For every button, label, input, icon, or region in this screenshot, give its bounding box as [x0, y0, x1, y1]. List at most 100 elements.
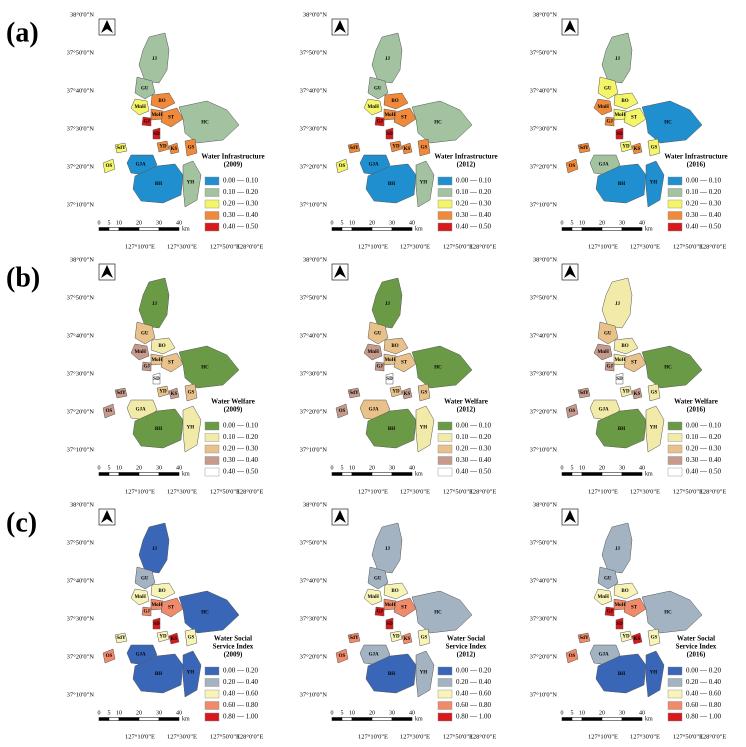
scale-segment: [98, 717, 110, 721]
legend-swatch: [437, 678, 453, 687]
legend-label: 0.00 — 0.10: [686, 422, 722, 430]
scale-label: 30: [619, 465, 625, 471]
region-label: OS: [339, 654, 346, 659]
lat-label: 37°10'0"N: [67, 446, 95, 453]
scale-segment: [331, 717, 343, 721]
region: [623, 107, 647, 128]
scale-unit: km: [182, 716, 190, 722]
region: [597, 321, 619, 345]
map-panel: 38°0'0"N 37°50'0"N 37°40'0"N 37°30'0"N 37°20…: [530, 501, 727, 740]
north-arrow: [101, 265, 113, 278]
legend-label: 0.80 — 1.00: [686, 713, 722, 721]
legend-label: 0.00 — 0.10: [223, 177, 259, 185]
scale-label: 20: [136, 710, 142, 716]
region: [631, 142, 643, 155]
scale-unit: km: [415, 716, 423, 722]
region-label: YH: [650, 426, 658, 431]
region-label: YH: [420, 181, 428, 186]
north-arrow: [101, 20, 113, 33]
region-label: BH: [155, 182, 162, 187]
region: [417, 383, 431, 402]
legend-swatch: [667, 467, 683, 477]
region-label: GS: [188, 390, 195, 395]
legend-label: 0.80 — 1.00: [223, 713, 259, 721]
legend-swatch: [437, 211, 453, 220]
region: [417, 138, 431, 157]
scale-label: 10: [579, 710, 585, 716]
region: [623, 597, 647, 618]
legend-label: 0.40 — 0.60: [456, 690, 492, 698]
region-label: YH: [650, 671, 658, 676]
legend-label: 0.00 — 0.10: [456, 177, 492, 185]
scale-label: 10: [116, 220, 122, 226]
scale-label: 30: [389, 710, 395, 716]
legend-title: (2016): [687, 406, 706, 414]
legend-label: 0.00 — 0.20: [456, 667, 492, 675]
region: [335, 158, 349, 174]
scale-segment: [601, 717, 623, 721]
region-label: BO: [391, 99, 398, 104]
legend-label: 0.10 — 0.20: [223, 433, 259, 441]
scale-label: 10: [349, 465, 355, 471]
scale-label: 10: [116, 710, 122, 716]
region-label: MoH: [614, 603, 625, 608]
legend-label: 0.60 — 0.80: [223, 701, 259, 709]
region: [150, 337, 176, 355]
scale-segment: [351, 717, 373, 721]
north-arrow: [564, 20, 576, 33]
region: [374, 116, 385, 127]
scale-segment: [331, 472, 343, 476]
scale-unit: km: [415, 226, 423, 232]
scale-label: 10: [116, 465, 122, 471]
region: [138, 522, 170, 574]
legend-label: 0.10 — 0.20: [456, 433, 492, 441]
legend-swatch: [437, 467, 453, 477]
scale-unit: km: [645, 226, 653, 232]
legend-swatch: [437, 421, 453, 431]
legend-swatch: [204, 421, 220, 431]
lat-label: 37°40'0"N: [67, 332, 95, 339]
scale-segment: [341, 472, 353, 476]
region: [114, 142, 128, 154]
region-label: GS: [651, 145, 658, 150]
region-label: MoH: [614, 113, 625, 118]
legend-title: (2016): [687, 651, 706, 659]
lon-label: 128°0'0"E: [237, 733, 264, 740]
region-label: MoH: [384, 358, 395, 363]
region: [138, 32, 170, 84]
region: [595, 408, 647, 449]
legend-label: 0.30 — 0.40: [686, 211, 722, 219]
lat-label: 37°30'0"N: [67, 125, 95, 132]
legend-swatch: [667, 678, 683, 687]
region-label: SD: [386, 132, 393, 137]
region-label: KS: [634, 637, 641, 642]
region-label: HC: [664, 365, 672, 370]
region: [367, 566, 389, 590]
lon-label: 128°0'0"E: [237, 488, 264, 495]
region-label: YD: [622, 144, 630, 149]
legend-label: 0.40 — 0.50: [686, 468, 722, 476]
region: [363, 588, 383, 606]
region-label: BH: [155, 427, 162, 432]
region: [593, 343, 613, 361]
region: [619, 140, 633, 153]
lat-label: 37°30'0"N: [300, 615, 328, 622]
lat-label: 37°50'0"N: [67, 539, 95, 546]
region: [619, 385, 633, 398]
legend-swatch: [204, 666, 220, 676]
region: [565, 648, 579, 664]
legend-label: 0.40 — 0.50: [223, 468, 259, 476]
region-label: SD: [153, 622, 160, 627]
region-label: KS: [404, 147, 411, 152]
legend-swatch: [437, 433, 453, 442]
region-label: MnH: [135, 350, 147, 355]
scale-label: 40: [639, 465, 645, 471]
lat-label: 37°10'0"N: [530, 446, 558, 453]
map-panel: 38°0'0"N 37°50'0"N 37°40'0"N 37°30'0"N 37°20…: [67, 256, 264, 495]
region: [415, 160, 435, 208]
scale-label: 5: [108, 710, 111, 716]
region-label: GS: [188, 635, 195, 640]
region-label: SdY: [579, 146, 589, 151]
region: [604, 606, 615, 617]
